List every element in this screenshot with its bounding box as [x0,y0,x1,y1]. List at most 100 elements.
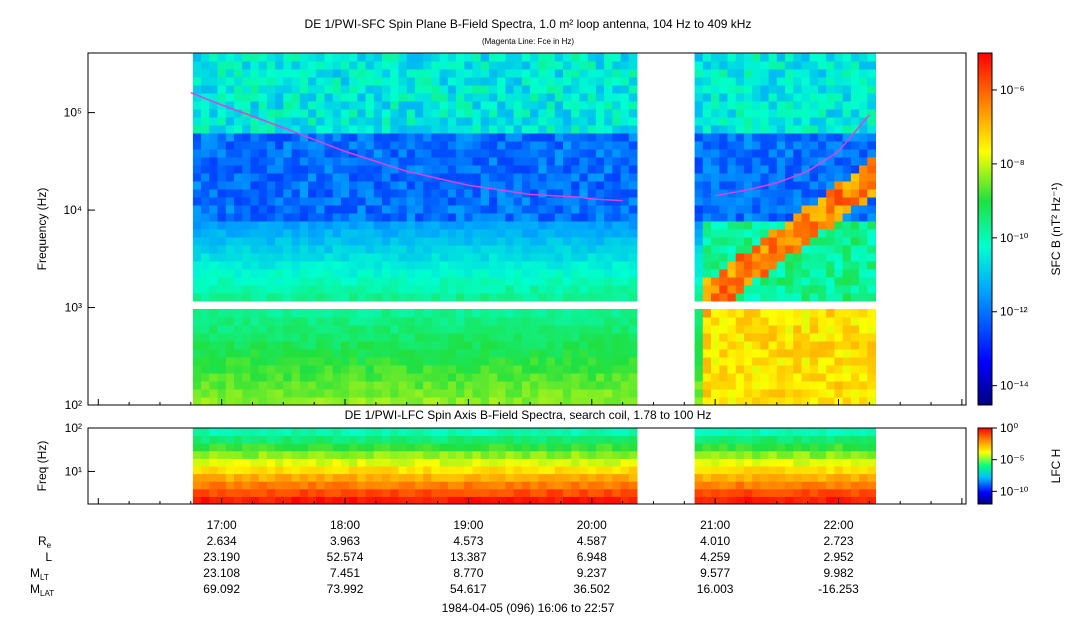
sfc-cell [324,53,334,62]
sfc-cell [867,397,876,405]
sfc-cell [521,77,531,86]
sfc-cell [620,85,630,94]
sfc-cell [192,205,202,214]
sfc-cell [316,125,325,134]
sfc-cell [595,69,605,78]
lfc-cell [513,473,523,482]
sfc-cell [373,365,383,374]
sfc-cell [266,245,276,254]
sfc-cell [275,269,284,278]
sfc-cell [373,189,383,198]
sfc-cell [332,389,342,398]
sfc-cell [571,181,580,190]
sfc-cell [719,197,728,206]
sfc-cell [373,261,383,270]
lfc-cell [768,428,778,437]
sfc-cell [192,117,202,126]
lfc-cell [859,488,868,497]
lfc-cell [398,481,408,490]
sfc-cell [834,53,844,62]
sfc-cell [620,373,630,382]
sfc-cell [628,93,638,102]
sfc-cell [563,317,572,326]
lfc-cell [711,473,720,482]
sfc-cell [291,125,301,134]
sfc-cell [826,157,835,166]
sfc-cell [530,189,539,198]
sfc-cell [209,157,218,166]
sfc-cell [332,269,342,278]
sfc-cell [275,245,284,254]
sfc-cell [801,389,811,398]
sfc-cell [818,253,827,262]
sfc-cell [250,277,260,286]
lfc-cell [735,488,745,497]
sfc-cell [447,229,457,238]
sfc-cell [299,325,309,334]
sfc-cell [275,373,284,382]
sfc-cell [398,157,408,166]
sfc-cell [209,101,218,110]
lfc-cell [554,458,564,467]
sfc-cell [743,245,753,254]
sfc-cell [373,77,383,86]
sfc-cell [308,229,317,238]
sfc-cell [472,237,482,246]
sfc-cell [275,61,284,70]
sfc-cell [439,173,449,182]
sfc-cell [694,285,704,294]
sfc-cell [743,221,753,230]
sfc-cell [431,277,441,286]
lfc-cell [768,435,778,444]
sfc-cell [538,261,547,270]
lfc-cell [324,450,334,459]
sfc-cell [521,93,531,102]
lfc-cell [719,488,728,497]
sfc-cell [702,133,712,142]
lfc-cell [266,488,276,497]
sfc-cell [258,141,268,150]
lfc-cell [192,435,202,444]
sfc-cell [332,253,342,262]
sfc-cell [340,61,350,70]
lfc-cell [521,466,531,475]
sfc-cell [234,221,243,230]
sfc-cell [579,85,589,94]
lfc-cell [702,443,712,452]
lfc-cell [382,466,391,475]
sfc-cell [423,349,432,358]
sfc-cell [809,317,819,326]
sfc-cell [234,237,243,246]
sfc-cell [776,117,786,126]
sfc-cell [571,157,580,166]
sfc-cell [201,269,210,278]
sfc-cell [447,245,457,254]
sfc-cell [423,237,432,246]
sfc-cell [538,189,547,198]
sfc-cell [513,101,523,110]
sfc-cell [234,133,243,142]
sfc-cell [464,77,473,86]
lfc-cell [809,496,819,504]
sfc-cell [834,333,844,342]
sfc-cell [201,317,210,326]
sfc-cell [571,109,580,118]
sfc-cell [579,165,589,174]
sfc-cell [595,117,605,126]
sfc-cell [513,389,523,398]
sfc-cell [497,357,506,366]
sfc-cell [867,277,876,286]
lfc-cell [785,481,794,490]
sfc-cell [694,309,704,318]
lfc-cell [513,435,523,444]
sfc-cell [431,133,441,142]
sfc-cell [554,205,564,214]
sfc-cell [234,365,243,374]
sfc-cell [234,229,243,238]
sfc-cell [316,253,325,262]
sfc-cell [340,133,350,142]
lfc-cell [406,466,416,475]
sfc-cell [768,77,778,86]
sfc-cell [859,77,868,86]
sfc-cell [711,133,720,142]
